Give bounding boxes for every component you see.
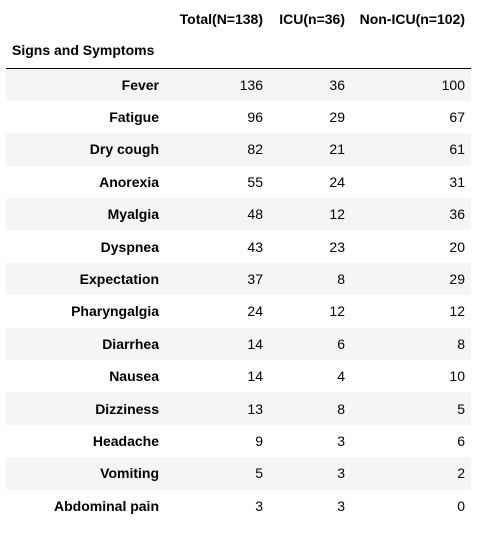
cell-icu: 3 (337, 497, 345, 514)
cell-total: 48 (247, 206, 263, 223)
cell-icu: 3 (337, 432, 345, 449)
cell-icu: 23 (329, 238, 345, 255)
cell-total: 43 (247, 238, 263, 255)
row-label: Fatigue (109, 109, 159, 126)
cell-non-icu: 67 (449, 109, 465, 126)
cell-total: 14 (247, 335, 263, 352)
cell-non-icu: 0 (457, 497, 465, 514)
cell-non-icu: 61 (449, 141, 465, 158)
table-row: Dry cough 82 21 61 (6, 133, 471, 166)
cell-total: 82 (247, 141, 263, 158)
column-header-icu: ICU(n=36) (279, 11, 345, 27)
cell-non-icu: 2 (457, 465, 465, 482)
table-body: Fever 136 36 100 Fatigue 96 29 67 Dry cough 82 21 6… (6, 68, 471, 522)
cell-non-icu: 29 (449, 271, 465, 288)
row-label: Expectation (79, 271, 159, 288)
cell-total: 96 (247, 109, 263, 126)
table-row: Pharyngalgia 24 12 12 (6, 295, 471, 327)
row-label: Vomiting (100, 465, 159, 482)
cell-total: 24 (247, 303, 263, 320)
cell-non-icu: 5 (457, 400, 465, 417)
cell-icu: 8 (337, 271, 345, 288)
row-label: Anorexia (99, 173, 159, 190)
table-row: Diarrhea 14 6 8 (6, 327, 471, 361)
cell-icu: 36 (329, 76, 345, 93)
table-row: Expectation 37 8 29 (6, 262, 471, 296)
index-header-spacer (165, 32, 269, 69)
cell-non-icu: 10 (449, 368, 465, 385)
cell-non-icu: 36 (449, 206, 465, 223)
cell-non-icu: 12 (449, 303, 465, 320)
table-row: Fever 136 36 100 (6, 68, 471, 101)
row-label: Dizziness (95, 400, 159, 417)
row-label: Headache (92, 432, 159, 449)
row-label: Fever (121, 76, 159, 93)
index-header-row: Signs and Symptoms (6, 32, 471, 69)
row-label: Nausea (109, 368, 159, 385)
cell-total: 37 (247, 271, 263, 288)
row-label: Dyspnea (100, 238, 159, 255)
row-label: Dry cough (89, 141, 159, 158)
cell-icu: 29 (329, 109, 345, 126)
index-header-spacer (269, 32, 351, 69)
cell-non-icu: 6 (457, 432, 465, 449)
cell-icu: 12 (329, 206, 345, 223)
cell-icu: 8 (337, 400, 345, 417)
table-row: Anorexia 55 24 31 (6, 166, 471, 198)
table-row: Dizziness 13 8 5 (6, 392, 471, 425)
cell-icu: 3 (337, 465, 345, 482)
table-row: Abdominal pain 3 3 0 (6, 490, 471, 522)
cell-non-icu: 8 (457, 335, 465, 352)
cell-non-icu: 31 (449, 173, 465, 190)
cell-total: 14 (247, 368, 263, 385)
cell-icu: 12 (329, 303, 345, 320)
header-corner-cell (6, 6, 165, 32)
cell-total: 55 (247, 173, 263, 190)
cell-total: 3 (255, 497, 263, 514)
row-label: Myalgia (107, 206, 159, 223)
table-header: Total(N=138) ICU(n=36) Non-ICU(n=102) Si… (6, 6, 471, 69)
cell-total: 5 (255, 465, 263, 482)
cell-icu: 6 (337, 335, 345, 352)
row-label: Diarrhea (102, 335, 159, 352)
table-row: Myalgia 48 12 36 (6, 198, 471, 231)
index-header: Signs and Symptoms (6, 32, 165, 69)
row-label: Abdominal pain (54, 497, 159, 514)
cell-total: 9 (255, 432, 263, 449)
cell-icu: 21 (329, 141, 345, 158)
cell-total: 13 (247, 400, 263, 417)
cell-icu: 24 (329, 173, 345, 190)
table-row: Dyspnea 43 23 20 (6, 230, 471, 262)
cell-total: 136 (239, 76, 263, 93)
table-row: Fatigue 96 29 67 (6, 101, 471, 133)
table-row: Nausea 14 4 10 (6, 360, 471, 392)
index-header-spacer (351, 32, 471, 69)
table-row: Vomiting 5 3 2 (6, 457, 471, 490)
row-label: Pharyngalgia (71, 303, 159, 320)
cell-non-icu: 100 (441, 76, 465, 93)
cell-non-icu: 20 (449, 238, 465, 255)
symptoms-table: Total(N=138) ICU(n=36) Non-ICU(n=102) Si… (6, 6, 471, 522)
cell-icu: 4 (337, 368, 345, 385)
column-header-non-icu: Non-ICU(n=102) (359, 11, 465, 27)
column-header-total: Total(N=138) (179, 11, 263, 27)
table-row: Headache 9 3 6 (6, 425, 471, 457)
column-header-row: Total(N=138) ICU(n=36) Non-ICU(n=102) (6, 6, 471, 32)
symptoms-table-container: Total(N=138) ICU(n=36) Non-ICU(n=102) Si… (6, 6, 471, 522)
